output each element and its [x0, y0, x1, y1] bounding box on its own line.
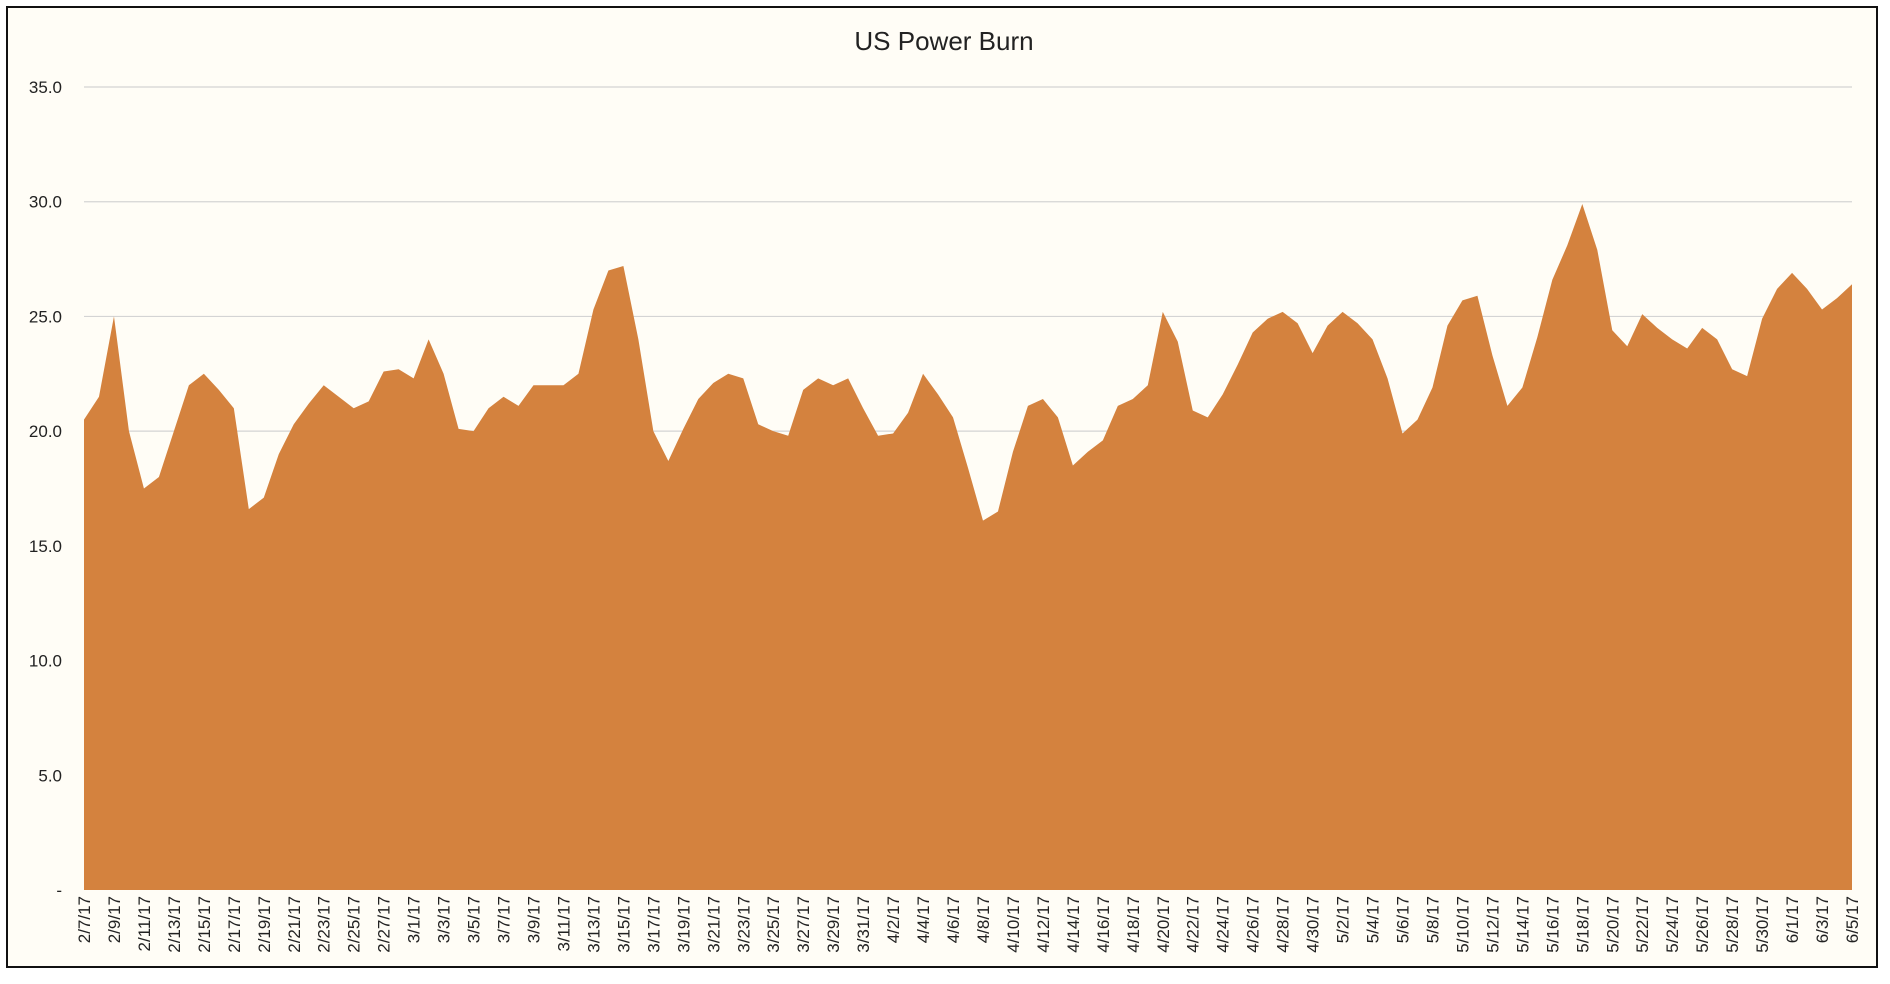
x-tick-label: 6/3/17: [1813, 896, 1832, 943]
x-tick-label: 2/19/17: [255, 896, 274, 953]
y-tick-label: 20.0: [29, 422, 62, 441]
y-tick-label: 25.0: [29, 307, 62, 326]
x-tick-label: 5/10/17: [1453, 896, 1472, 953]
x-tick-label: 3/25/17: [764, 896, 783, 953]
y-tick-label: -: [56, 881, 62, 900]
x-tick-label: 5/4/17: [1364, 896, 1383, 943]
x-tick-label: 3/17/17: [644, 896, 663, 953]
x-tick-label: 2/27/17: [375, 896, 394, 953]
x-tick-label: 4/26/17: [1244, 896, 1263, 953]
x-tick-label: 4/4/17: [914, 896, 933, 943]
x-tick-label: 4/24/17: [1214, 896, 1233, 953]
x-axis-labels: 2/7/17 2/9/17 2/11/17 2/13/17 2/15/17 2/17/17…: [75, 896, 1862, 953]
x-tick-label: 3/1/17: [405, 896, 424, 943]
x-tick-label: 4/22/17: [1184, 896, 1203, 953]
y-axis-labels: - 5.0 10.0 15.0 20.0 25.0 30.0 35.0: [29, 78, 62, 900]
x-tick-label: 5/24/17: [1663, 896, 1682, 953]
x-tick-label: 3/19/17: [674, 896, 693, 953]
x-tick-label: 2/15/17: [195, 896, 214, 953]
x-tick-label: 5/16/17: [1543, 896, 1562, 953]
x-tick-label: 4/6/17: [944, 896, 963, 943]
y-tick-label: 30.0: [29, 193, 62, 212]
x-tick-label: 6/1/17: [1783, 896, 1802, 943]
x-tick-label: 4/12/17: [1034, 896, 1053, 953]
x-tick-label: 3/21/17: [704, 896, 723, 953]
x-tick-label: 5/6/17: [1394, 896, 1413, 943]
x-tick-label: 5/18/17: [1573, 896, 1592, 953]
x-tick-label: 5/22/17: [1633, 896, 1652, 953]
x-tick-label: 2/9/17: [105, 896, 124, 943]
x-tick-label: 5/28/17: [1723, 896, 1742, 953]
x-tick-label: 2/13/17: [165, 896, 184, 953]
x-tick-label: 5/30/17: [1753, 896, 1772, 953]
x-tick-label: 3/9/17: [524, 896, 543, 943]
x-tick-label: 4/14/17: [1064, 896, 1083, 953]
x-tick-label: 4/2/17: [884, 896, 903, 943]
x-tick-label: 2/7/17: [75, 896, 94, 943]
x-tick-label: 3/27/17: [794, 896, 813, 953]
x-tick-label: 2/11/17: [135, 896, 154, 951]
x-tick-label: 5/20/17: [1603, 896, 1622, 953]
series-area: [84, 204, 1852, 890]
x-tick-label: 3/15/17: [614, 896, 633, 953]
x-tick-label: 4/28/17: [1274, 896, 1293, 953]
x-tick-label: 5/14/17: [1513, 896, 1532, 953]
x-tick-label: 3/7/17: [495, 896, 514, 943]
x-tick-label: 4/30/17: [1304, 896, 1323, 953]
y-tick-label: 15.0: [29, 537, 62, 556]
y-tick-label: 10.0: [29, 652, 62, 671]
x-tick-label: 3/3/17: [435, 896, 454, 943]
x-tick-label: 6/5/17: [1843, 896, 1862, 943]
x-tick-label: 2/21/17: [285, 896, 304, 953]
x-tick-label: 3/23/17: [734, 896, 753, 953]
y-tick-label: 35.0: [29, 78, 62, 97]
x-tick-label: 3/11/17: [554, 896, 573, 951]
chart-title: US Power Burn: [854, 26, 1033, 56]
x-tick-label: 5/12/17: [1483, 896, 1502, 953]
x-tick-label: 4/16/17: [1094, 896, 1113, 953]
x-tick-label: 3/13/17: [584, 896, 603, 953]
x-tick-label: 4/20/17: [1154, 896, 1173, 953]
x-tick-label: 4/8/17: [974, 896, 993, 943]
x-tick-label: 5/2/17: [1334, 896, 1353, 943]
x-tick-label: 5/26/17: [1693, 896, 1712, 953]
x-tick-label: 5/8/17: [1423, 896, 1442, 943]
x-tick-label: 3/29/17: [824, 896, 843, 953]
x-tick-label: 4/10/17: [1004, 896, 1023, 953]
x-tick-label: 4/18/17: [1124, 896, 1143, 953]
y-tick-label: 5.0: [38, 766, 62, 785]
x-tick-label: 3/5/17: [465, 896, 484, 943]
x-tick-label: 2/25/17: [345, 896, 364, 953]
x-tick-label: 3/31/17: [854, 896, 873, 953]
area-series: [84, 204, 1852, 890]
x-tick-label: 2/17/17: [225, 896, 244, 953]
x-tick-label: 2/23/17: [315, 896, 334, 953]
